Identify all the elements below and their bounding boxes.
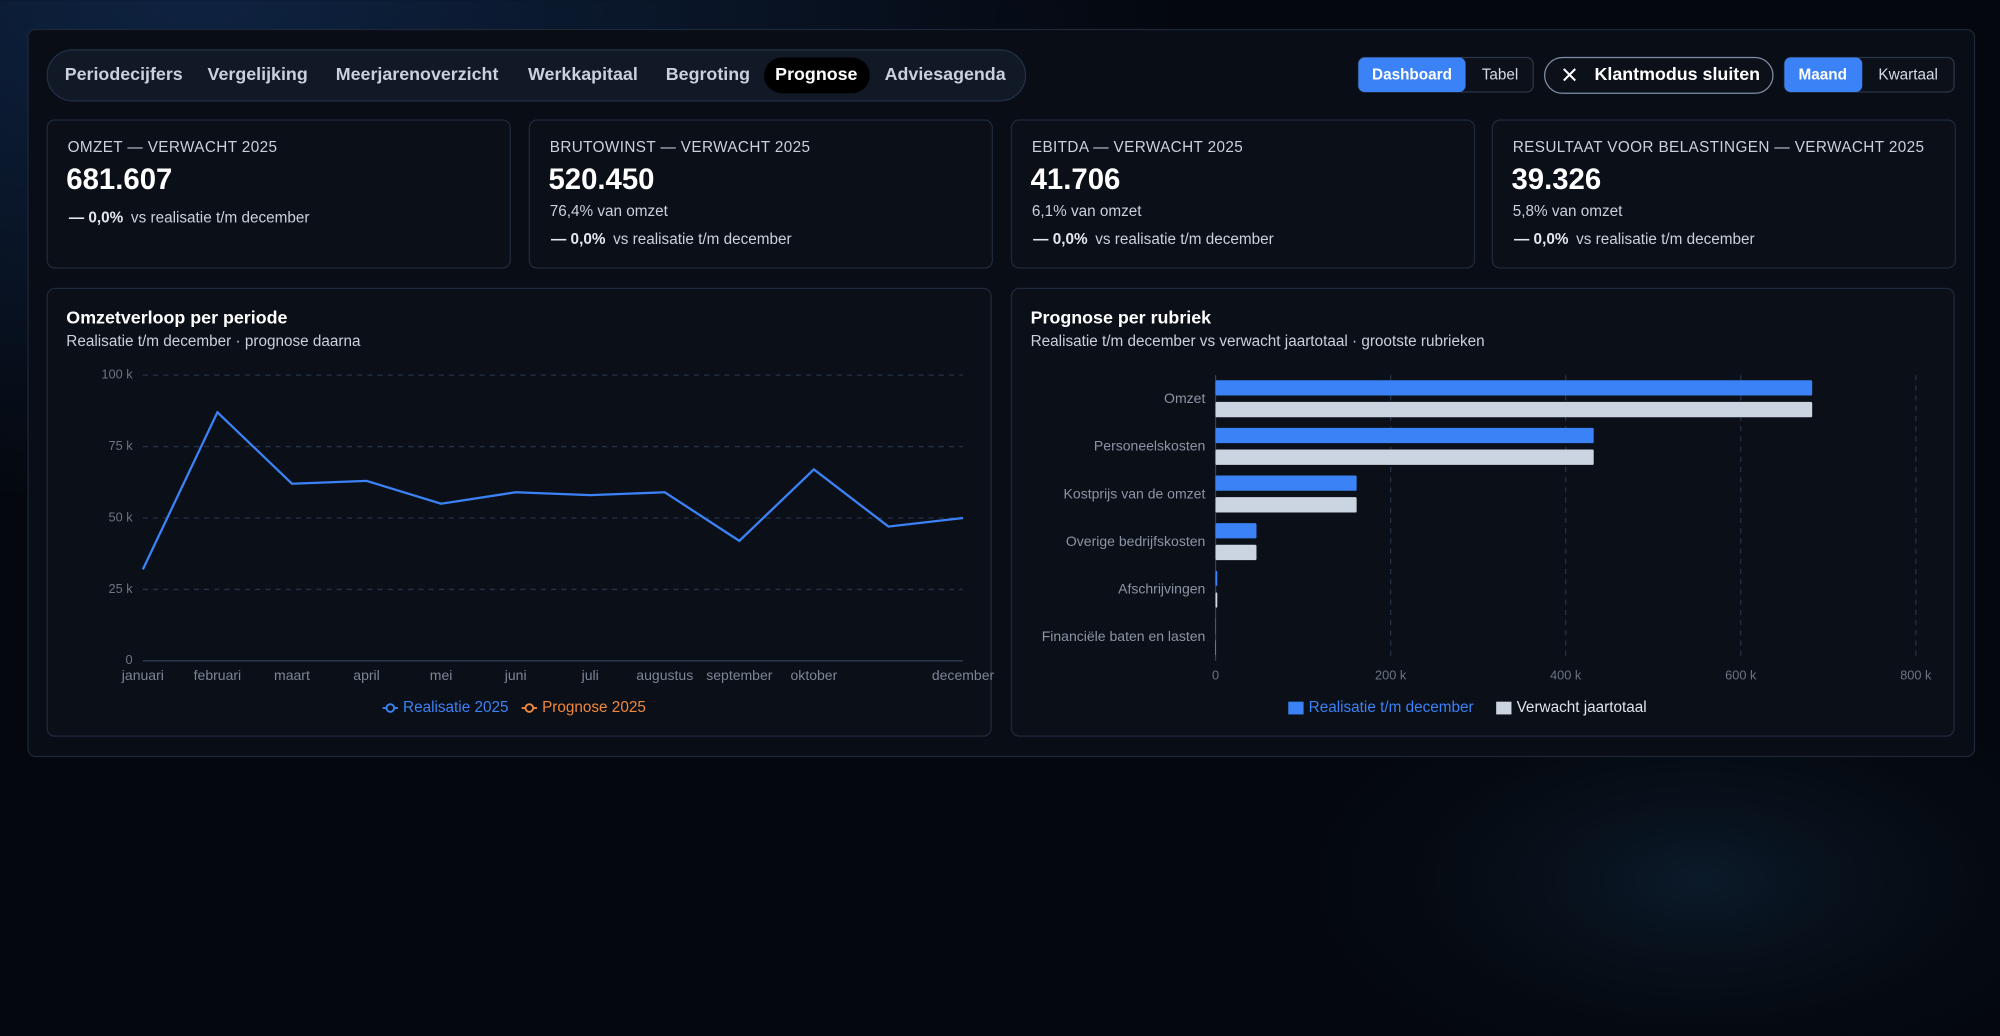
y-tick-label: Financiële baten en lasten [1042, 628, 1206, 644]
chart-card [1010, 287, 1955, 737]
y-tick-label: 25 k [109, 581, 134, 596]
bar [1215, 449, 1594, 465]
kpi-card [1010, 119, 1476, 269]
kpi-label: EBITDA — VERWACHT 2025 [1032, 139, 1243, 156]
nav-active [764, 57, 870, 94]
nav-tab[interactable]: Adviesagenda [885, 64, 1007, 84]
kpi-value: 41.706 [1031, 163, 1121, 196]
y-tick-label: 0 [126, 652, 133, 667]
bar [1215, 380, 1813, 396]
kpi-delta: — 0,0% vs realisatie t/m december [69, 209, 310, 226]
bar [1215, 427, 1594, 444]
x-tick-label: januari [121, 667, 164, 683]
bar [1215, 523, 1257, 539]
legend-label: Realisatie t/m december [1309, 699, 1474, 716]
view-button[interactable]: Tabel [1482, 66, 1519, 83]
nav-tab[interactable]: Begroting [666, 64, 750, 84]
nav-tab[interactable]: Meerjarenoverzicht [336, 64, 499, 84]
legend-swatch [1288, 701, 1304, 715]
x-tick-label: 400 k [1550, 668, 1582, 683]
close-icon [1563, 68, 1576, 82]
legend-label: Verwacht jaartotaal [1517, 699, 1647, 716]
y-tick-label: Overige bedrijfskosten [1066, 533, 1205, 549]
x-tick-label: augustus [636, 667, 693, 683]
delta-text: vs realisatie t/m december [1576, 231, 1755, 248]
kpi-value: 39.326 [1511, 163, 1601, 196]
bar [1215, 497, 1357, 513]
x-tick-label: juli [581, 667, 599, 683]
kpi-label: BRUTOWINST — VERWACHT 2025 [550, 139, 811, 156]
kpi-share: 5,8% van omzet [1513, 203, 1623, 220]
kpi-delta: — 0,0% vs realisatie t/m december [1514, 231, 1755, 248]
x-tick-label: 800 k [1900, 668, 1932, 683]
kpi-share: 6,1% van omzet [1032, 203, 1142, 220]
kpi-delta: — 0,0% vs realisatie t/m december [551, 231, 792, 248]
x-tick-label: februari [194, 667, 242, 683]
nav-tab[interactable]: Periodecijfers [65, 64, 183, 84]
x-tick-label: maart [274, 667, 310, 683]
delta-value: — 0,0% [1033, 231, 1088, 248]
kpi-card [1491, 119, 1956, 269]
delta-value: — 0,0% [69, 209, 124, 226]
x-tick-label: september [706, 667, 773, 683]
legend-marker-dot [524, 703, 535, 713]
kpi-card [46, 119, 511, 269]
kpi-label: RESULTAAT VOOR BELASTINGEN — VERWACHT 20… [1513, 139, 1925, 156]
x-tick-label: oktober [791, 667, 838, 683]
x-tick-label: juni [504, 667, 527, 683]
period-button[interactable]: Kwartaal [1878, 66, 1938, 83]
y-tick-label: Afschrijvingen [1118, 581, 1205, 597]
y-tick-label: Omzet [1164, 390, 1205, 406]
y-tick-label: 100 k [101, 367, 133, 382]
legend-swatch [1496, 701, 1512, 715]
kpi-value: 681.607 [66, 163, 172, 196]
x-tick-label: december [932, 667, 995, 683]
y-tick-label: Kostprijs van de omzet [1064, 485, 1206, 501]
chart-title: Prognose per rubriek [1031, 308, 1212, 328]
legend-marker-dot [385, 703, 396, 713]
nav-tab[interactable]: Prognose [775, 64, 857, 84]
delta-value: — 0,0% [551, 231, 606, 248]
nav-tab[interactable]: Vergelijking [208, 64, 308, 84]
client-mode-button[interactable] [1544, 56, 1774, 94]
delta-text: vs realisatie t/m december [613, 231, 792, 248]
chart-card [46, 287, 992, 737]
bar [1215, 592, 1218, 608]
kpi-value: 520.450 [548, 163, 654, 196]
kpi-label: OMZET — VERWACHT 2025 [68, 139, 278, 156]
line-series [141, 410, 964, 570]
nav-tab[interactable]: Werkkapitaal [528, 64, 638, 84]
bar [1215, 401, 1813, 418]
kpi-card [528, 119, 993, 269]
legend-label: Realisatie 2025 [403, 699, 508, 716]
x-tick-label: 600 k [1725, 668, 1757, 683]
y-tick-label: 75 k [109, 438, 134, 453]
x-tick-label: april [353, 667, 380, 683]
y-tick-label: Personeelskosten [1094, 438, 1205, 454]
view-active [1358, 57, 1466, 92]
y-tick-label: 50 k [109, 509, 134, 524]
x-tick-label: 0 [1212, 668, 1219, 683]
x-tick-label: mei [430, 667, 453, 683]
view-button[interactable]: Dashboard [1372, 66, 1452, 83]
delta-value: — 0,0% [1514, 231, 1569, 248]
legend-label: Prognose 2025 [542, 699, 646, 716]
delta-text: vs realisatie t/m december [131, 209, 310, 226]
bar [1215, 544, 1257, 561]
chart-subtitle: Realisatie t/m december · prognose daarn… [66, 333, 361, 350]
period-active [1784, 57, 1863, 92]
bar [1215, 570, 1218, 587]
bar [1215, 475, 1357, 491]
chart-title: Omzetverloop per periode [66, 308, 287, 328]
chart-subtitle: Realisatie t/m december vs verwacht jaar… [1031, 333, 1485, 350]
kpi-share: 76,4% van omzet [550, 203, 669, 220]
period-button[interactable]: Maand [1798, 66, 1846, 83]
x-tick-label: 200 k [1375, 668, 1407, 683]
delta-text: vs realisatie t/m december [1095, 231, 1274, 248]
client-mode-label: Klantmodus sluiten [1595, 64, 1761, 84]
kpi-delta: — 0,0% vs realisatie t/m december [1033, 231, 1274, 248]
